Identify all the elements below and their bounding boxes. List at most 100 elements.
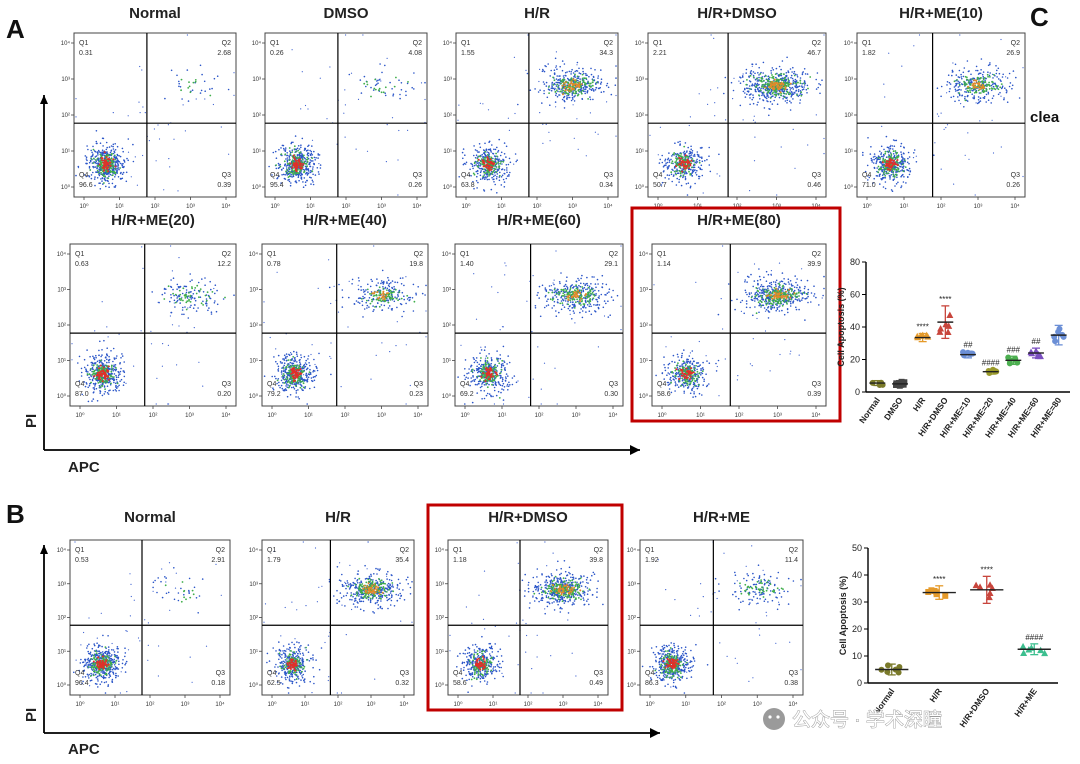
y-tick-label: 10⁰ — [57, 393, 67, 400]
event-dot — [881, 161, 884, 164]
event-dot — [803, 86, 805, 88]
event-dot — [545, 123, 547, 125]
event-dot — [301, 153, 304, 155]
x-tick-label: 10³ — [186, 204, 195, 210]
event-dot — [392, 95, 394, 97]
event-dot — [590, 89, 593, 91]
event-dot — [874, 155, 876, 158]
event-dot — [679, 140, 681, 143]
event-dot — [92, 370, 95, 373]
event-dot — [588, 75, 590, 78]
event-dot — [392, 93, 395, 95]
event-dot — [548, 92, 550, 94]
event-dot — [883, 167, 886, 170]
y-tick-label: 10³ — [252, 77, 261, 83]
event-dot — [122, 171, 125, 174]
event-dot — [739, 76, 741, 78]
event-dot — [291, 49, 293, 51]
event-dot — [671, 155, 673, 157]
event-dot — [120, 367, 122, 370]
event-dot — [870, 146, 872, 148]
event-dot — [989, 63, 991, 66]
y-tick-label: 10¹ — [61, 149, 70, 155]
event-dot — [553, 69, 556, 71]
event-dot — [784, 100, 787, 102]
event-dot — [946, 92, 948, 94]
event-dot — [884, 96, 886, 98]
event-dot — [671, 180, 673, 183]
event-dot — [309, 176, 311, 179]
event-dot — [785, 74, 788, 77]
event-dot — [97, 165, 100, 167]
event-dot — [773, 87, 776, 90]
event-dot — [303, 149, 306, 151]
event-dot — [204, 294, 207, 297]
event-dot — [543, 90, 545, 92]
event-dot — [483, 171, 486, 174]
event-dot — [787, 85, 790, 87]
event-dot — [299, 170, 302, 173]
event-dot — [792, 98, 794, 100]
event-dot — [101, 157, 104, 160]
event-dot — [751, 65, 753, 67]
event-dot — [514, 153, 517, 155]
x-tick-label: 10⁰ — [79, 203, 89, 210]
event-dot — [91, 364, 93, 366]
event-dot — [862, 154, 864, 156]
event-dot — [816, 72, 819, 74]
event-dot — [298, 148, 301, 150]
event-dot — [882, 158, 884, 161]
event-dot — [684, 171, 687, 173]
event-dot — [357, 98, 360, 100]
event-dot — [761, 94, 763, 97]
event-dot — [216, 75, 219, 77]
event-dot — [1004, 87, 1006, 89]
event-dot — [475, 170, 478, 173]
event-dot — [176, 283, 179, 286]
event-dot — [80, 375, 83, 377]
quadrant-label-q3: Q3 — [1011, 172, 1020, 179]
event-dot — [106, 151, 108, 153]
event-dot — [186, 69, 189, 71]
event-dot — [894, 150, 897, 152]
event-dot — [192, 293, 195, 295]
event-dot — [140, 330, 142, 332]
event-dot — [787, 77, 789, 79]
event-dot — [890, 153, 893, 156]
event-dot — [555, 106, 557, 108]
event-dot — [294, 158, 296, 161]
event-dot — [688, 170, 690, 173]
event-dot — [155, 403, 157, 405]
event-dot — [785, 78, 788, 81]
event-dot — [75, 116, 77, 118]
event-dot — [98, 174, 101, 177]
event-dot — [177, 190, 179, 192]
event-dot — [95, 374, 98, 377]
event-dot — [94, 166, 96, 168]
event-dot — [302, 156, 305, 158]
event-dot — [591, 87, 594, 90]
event-dot — [975, 91, 978, 94]
event-dot — [954, 63, 957, 66]
quadrant-label-q4: Q4 — [79, 172, 88, 179]
event-dot — [393, 85, 396, 88]
event-dot — [968, 70, 970, 72]
event-dot — [501, 174, 504, 177]
event-dot — [302, 154, 305, 157]
event-dot — [949, 88, 951, 90]
event-dot — [289, 153, 292, 156]
event-dot — [875, 175, 878, 177]
event-dot — [216, 303, 219, 306]
event-dot — [302, 186, 305, 188]
event-dot — [995, 85, 997, 87]
event-dot — [462, 157, 464, 160]
event-dot — [912, 157, 915, 159]
event-dot — [946, 81, 949, 83]
event-dot — [801, 85, 803, 87]
event-dot — [589, 112, 592, 114]
event-dot — [795, 80, 797, 83]
event-dot — [985, 93, 988, 96]
event-dot — [556, 83, 559, 86]
quadrant-value-q1: 1.82 — [862, 50, 876, 57]
event-dot — [490, 173, 493, 175]
